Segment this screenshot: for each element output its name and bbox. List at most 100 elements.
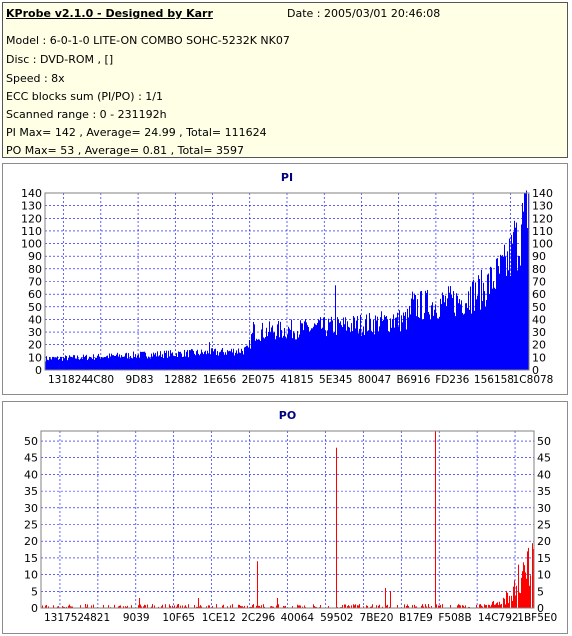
pi-bar	[384, 315, 385, 370]
pi-bar	[51, 359, 52, 370]
pi-bar	[161, 357, 162, 370]
pi-bar	[212, 348, 213, 370]
pi-bar	[178, 351, 179, 370]
po-bar	[458, 604, 459, 608]
pi-bar	[231, 348, 232, 370]
pi-bar	[484, 291, 485, 370]
po-bar	[414, 604, 415, 608]
po-bar	[408, 606, 409, 608]
pi-bar	[181, 353, 182, 370]
po-bar	[304, 605, 305, 608]
pi-bar	[350, 332, 351, 370]
po-bar	[509, 595, 510, 608]
pi-bar	[468, 291, 469, 370]
po-bar	[342, 605, 343, 608]
po-xtick: 1BF5E0	[517, 612, 557, 624]
pi-bar	[132, 358, 133, 370]
po-bar	[139, 597, 140, 608]
po-ytick-left: 30	[24, 502, 38, 515]
po-bar	[366, 605, 367, 608]
po-bar	[53, 605, 54, 608]
po-bar	[227, 606, 228, 608]
pi-bar	[115, 355, 116, 370]
pi-bar	[147, 358, 148, 370]
pi-bar	[336, 334, 337, 370]
pi-bar	[419, 317, 420, 370]
pi-bar	[418, 317, 419, 370]
po-bar	[278, 604, 279, 608]
pi-bar	[477, 295, 478, 370]
pi-bar	[514, 220, 515, 370]
pi-bar	[509, 238, 510, 370]
pi-bar	[517, 270, 518, 370]
po-bar	[165, 604, 166, 608]
pi-bar	[380, 317, 381, 370]
po-bar	[188, 604, 189, 608]
pi-bar	[461, 300, 462, 370]
po-chart: PO 0 0 5 5 10 10 15 15 20 20 25 25 30 30 35 35 40 40 45 45 50…	[24, 409, 557, 624]
pi-bar	[219, 352, 220, 370]
disc-type: Disc : DVD-ROM , []	[6, 53, 114, 66]
pi-bar	[439, 316, 440, 370]
pi-bar	[241, 348, 242, 370]
pi-bar	[474, 310, 475, 370]
pi-bar	[258, 339, 259, 370]
pi-bar	[287, 334, 288, 370]
po-bar	[277, 597, 278, 608]
pi-bar	[103, 357, 104, 370]
pi-bar	[465, 303, 466, 370]
pi-bar	[453, 291, 454, 370]
pi-bar	[493, 281, 494, 370]
pi-bar	[232, 352, 233, 370]
pi-bar	[282, 337, 283, 370]
pi-bar	[522, 202, 523, 370]
pi-bar	[252, 332, 253, 370]
po-bar	[521, 577, 522, 608]
pi-bar	[272, 325, 273, 370]
pi-bar	[77, 355, 78, 370]
pi-bar	[240, 353, 241, 370]
pi-bar	[475, 282, 476, 370]
pi-plot-border	[44, 192, 530, 371]
pi-bar	[185, 356, 186, 370]
pi-bar	[489, 294, 490, 370]
pi-bar	[197, 349, 198, 370]
pi-bar	[466, 303, 467, 370]
po-bar	[476, 604, 477, 608]
po-bar	[299, 605, 300, 608]
po-bar	[201, 606, 202, 608]
pi-bar	[163, 358, 164, 370]
pi-bar	[112, 355, 113, 370]
pi-bar	[228, 351, 229, 370]
app-title: KProbe v2.1.0 - Designed by Karr	[6, 7, 213, 20]
pi-bar	[144, 351, 145, 370]
pi-bar	[116, 354, 117, 370]
po-bar	[315, 606, 316, 608]
pi-bar	[353, 315, 354, 370]
pi-bar	[216, 355, 217, 370]
pi-bar	[189, 350, 190, 370]
pi-bar	[399, 310, 400, 370]
pi-bar	[516, 222, 517, 370]
pi-bar	[180, 351, 181, 370]
pi-bar	[506, 275, 507, 370]
po-bar	[428, 604, 429, 608]
pi-bar	[153, 352, 154, 370]
pi-ytick-left: 20	[28, 339, 42, 352]
po-xtick: B17E9	[399, 612, 433, 624]
po-bar	[93, 604, 94, 608]
po-bar	[264, 606, 265, 608]
pi-ytick-right: 130	[532, 200, 553, 213]
pi-bar	[117, 352, 118, 370]
pi-bar	[322, 327, 323, 370]
pi-bar	[330, 321, 331, 370]
po-bar	[349, 606, 350, 608]
pi-bar	[302, 323, 303, 370]
pi-bar	[220, 351, 221, 370]
pi-bar	[237, 353, 238, 370]
pi-bar	[523, 211, 524, 370]
pi-bar	[188, 357, 189, 370]
pi-xtick: 9D83	[125, 374, 153, 386]
po-bar	[284, 606, 285, 608]
pi-bar	[179, 351, 180, 370]
